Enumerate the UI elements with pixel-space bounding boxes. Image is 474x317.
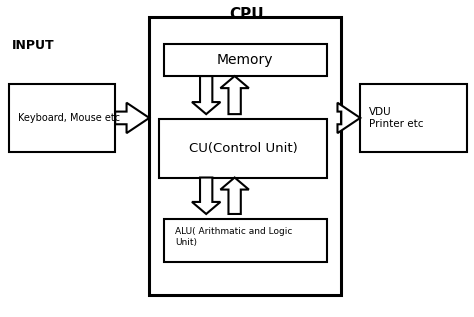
Polygon shape xyxy=(220,178,249,214)
Text: Memory: Memory xyxy=(217,53,273,67)
FancyBboxPatch shape xyxy=(164,219,327,262)
Polygon shape xyxy=(192,178,220,214)
FancyBboxPatch shape xyxy=(164,44,327,76)
Text: Keyboard, Mouse etc: Keyboard, Mouse etc xyxy=(18,113,120,123)
Text: VDU
Printer etc: VDU Printer etc xyxy=(369,107,423,129)
Polygon shape xyxy=(337,103,360,133)
FancyBboxPatch shape xyxy=(159,119,327,178)
FancyBboxPatch shape xyxy=(360,84,467,152)
Text: ALU( Arithmatic and Logic
Unit): ALU( Arithmatic and Logic Unit) xyxy=(175,227,293,247)
Text: CU(Control Unit): CU(Control Unit) xyxy=(189,142,297,155)
Text: INPUT: INPUT xyxy=(12,39,55,53)
Text: CPU: CPU xyxy=(229,7,264,22)
Polygon shape xyxy=(115,103,149,133)
Polygon shape xyxy=(192,76,220,114)
FancyBboxPatch shape xyxy=(149,17,341,295)
Polygon shape xyxy=(220,76,249,114)
FancyBboxPatch shape xyxy=(9,84,115,152)
